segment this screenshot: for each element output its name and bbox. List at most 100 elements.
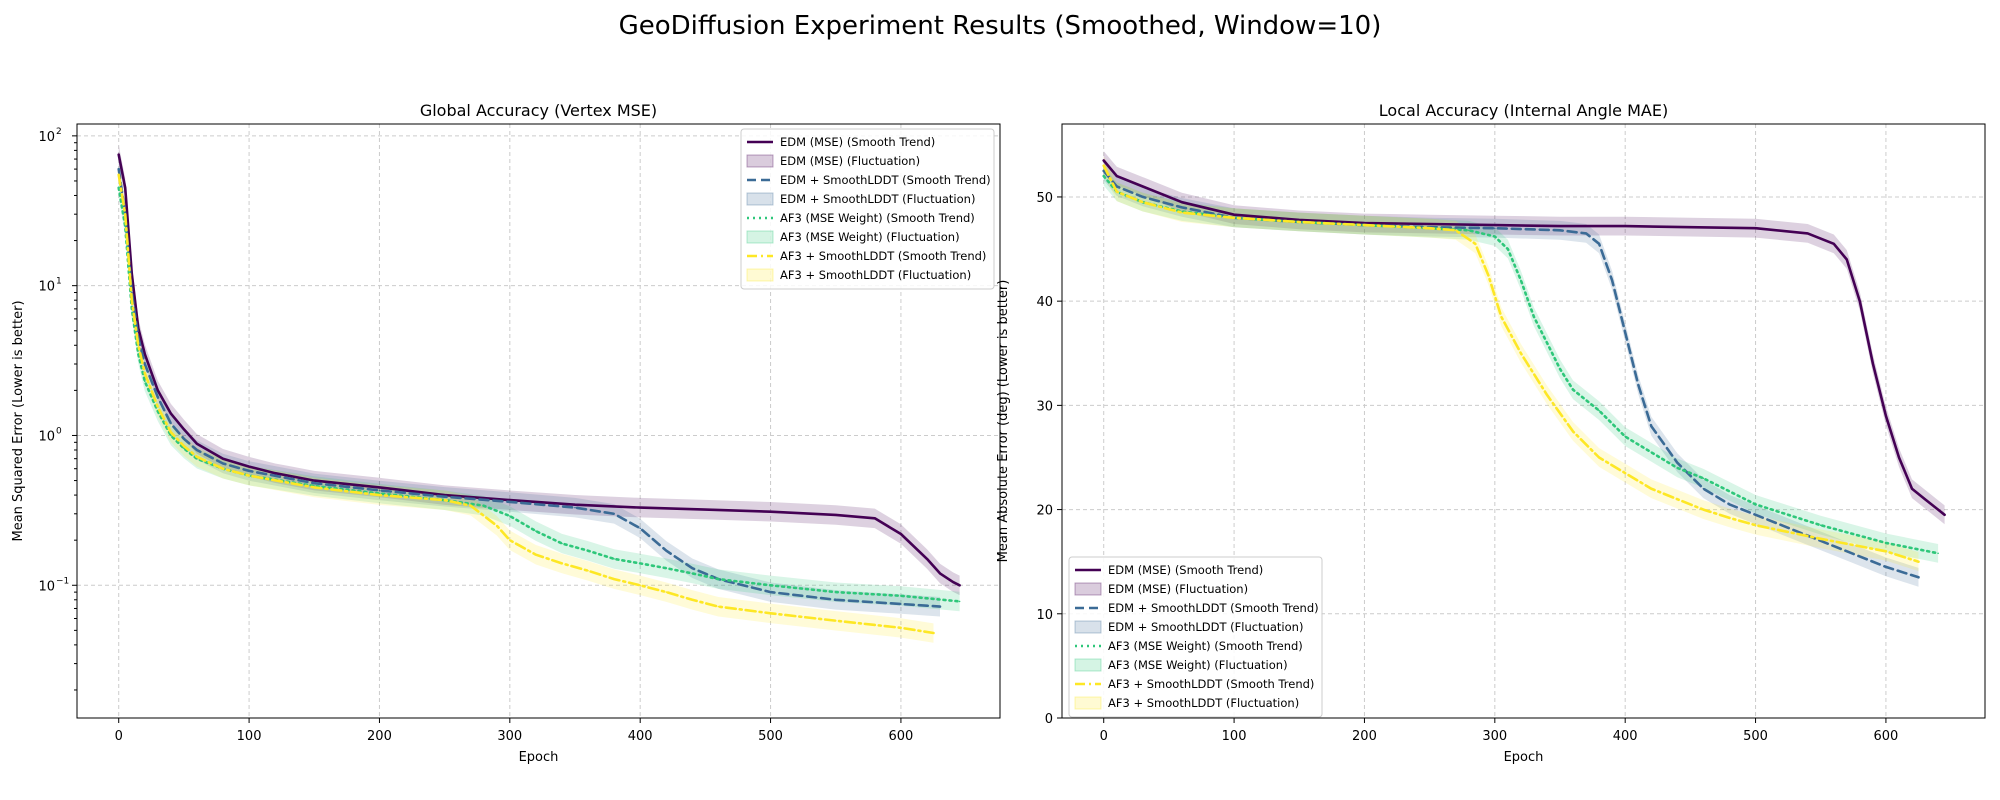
data-point — [874, 517, 876, 520]
data-point — [691, 599, 694, 601]
data-point — [926, 558, 928, 560]
data-point — [900, 603, 902, 605]
data-point — [509, 499, 511, 501]
data-point — [1917, 560, 1920, 563]
data-point — [535, 553, 537, 556]
x-tick-label: 500 — [758, 729, 783, 744]
y-tick-exponent: 1 — [56, 277, 62, 287]
data-point — [1937, 508, 1939, 511]
data-point — [1116, 190, 1118, 193]
data-point — [952, 581, 954, 583]
legend-label: AF3 + SmoothLDDT (Fluctuation) — [780, 268, 971, 282]
y-tick-label: 50 — [1036, 191, 1053, 206]
data-point — [1142, 185, 1144, 188]
data-point — [1142, 196, 1144, 198]
data-point — [1624, 331, 1626, 334]
data-point — [561, 562, 563, 565]
figure-title: GeoDiffusion Experiment Results (Smoothe… — [619, 11, 1382, 41]
data-point — [769, 591, 772, 593]
data-point — [378, 489, 381, 492]
data-point — [1102, 175, 1105, 177]
legend-label: EDM + SmoothLDDT (Fluctuation) — [1108, 620, 1303, 634]
data-point — [1533, 316, 1535, 318]
data-point — [1676, 461, 1679, 464]
legend: EDM (MSE) (Smooth Trend) EDM (MSE) (Fluct… — [1068, 556, 1323, 718]
data-point — [834, 514, 837, 516]
data-point — [482, 504, 485, 507]
y-tick-label: 10 — [1036, 608, 1053, 623]
data-point — [639, 506, 641, 509]
data-point — [613, 578, 615, 580]
data-point — [1943, 514, 1946, 516]
data-point — [1102, 159, 1105, 162]
data-point — [574, 503, 576, 506]
legend-patch-swatch — [1074, 658, 1102, 672]
data-point — [1142, 201, 1144, 203]
data-point — [574, 506, 576, 509]
data-point — [509, 515, 511, 517]
data-point — [1885, 415, 1887, 417]
data-point — [1885, 566, 1887, 568]
data-point — [170, 422, 172, 425]
data-point — [1676, 467, 1679, 469]
data-point — [1181, 201, 1183, 203]
x-tick-label: 300 — [497, 729, 522, 744]
legend-patch-swatch — [1074, 582, 1102, 596]
legend-label: AF3 (MSE Weight) (Fluctuation) — [1108, 658, 1288, 672]
data-point — [443, 499, 446, 501]
plot-area — [117, 144, 961, 643]
data-point — [1474, 243, 1477, 245]
data-point — [1363, 224, 1366, 226]
fluctuation-band-3 — [118, 165, 934, 643]
data-point — [1598, 409, 1600, 412]
y-tick-label: 30 — [1036, 399, 1053, 414]
data-point — [124, 213, 126, 215]
data-point — [1298, 221, 1301, 223]
legend-label: AF3 (MSE Weight) (Fluctuation) — [780, 230, 960, 244]
data-point — [222, 462, 224, 465]
data-point — [1428, 227, 1431, 229]
legend-label: EDM + SmoothLDDT (Smooth Trend) — [1108, 601, 1319, 615]
data-point — [287, 474, 290, 477]
data-point — [613, 558, 615, 560]
trend-line-0 — [117, 153, 961, 587]
data-point — [1689, 226, 1692, 228]
chart-title: Local Accuracy (Internal Angle MAE) — [1379, 101, 1668, 120]
data-point — [144, 353, 146, 355]
y-tick-label: 10 — [38, 280, 55, 295]
panel-local-accuracy: 0 100 200 300 400 500 600 0 10 20 30 40 50 Local Accu… — [996, 101, 1986, 765]
data-point — [313, 482, 316, 485]
data-point — [222, 467, 224, 470]
data-point — [1494, 235, 1496, 238]
legend-label: EDM (MSE) (Smooth Trend) — [780, 135, 935, 149]
data-point — [769, 612, 772, 615]
data-point — [313, 486, 316, 489]
data-point — [665, 567, 668, 569]
data-point — [769, 584, 772, 587]
x-axis-label: Epoch — [1504, 750, 1544, 765]
data-point — [1754, 503, 1757, 506]
data-point — [613, 513, 615, 515]
data-point — [1494, 227, 1496, 229]
data-point — [1728, 503, 1731, 506]
data-point — [1181, 206, 1183, 209]
data-point — [248, 465, 250, 468]
legend-frame — [1068, 556, 1323, 718]
data-point — [1754, 227, 1757, 229]
data-point — [117, 174, 120, 176]
data-point — [144, 372, 146, 375]
data-point — [958, 584, 961, 587]
data-point — [535, 530, 537, 532]
data-point — [1650, 425, 1653, 428]
data-point — [834, 619, 837, 622]
data-point — [1676, 498, 1679, 501]
fluctuation-band-2 — [1103, 166, 1939, 563]
data-point — [1233, 217, 1235, 219]
trend-line-1 — [117, 167, 942, 608]
data-point — [1298, 219, 1301, 221]
data-point — [1637, 383, 1639, 386]
x-axis-label: Epoch — [519, 750, 559, 765]
y-tick-exponent: 2 — [56, 127, 62, 137]
data-point — [1585, 232, 1587, 235]
data-point — [1624, 225, 1626, 227]
